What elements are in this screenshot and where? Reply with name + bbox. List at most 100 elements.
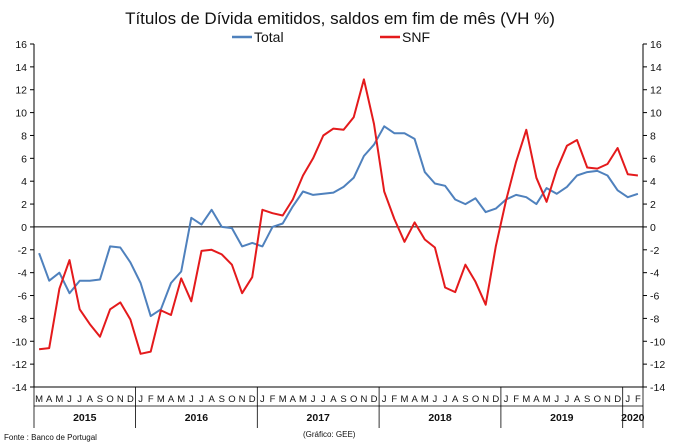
month-label: N [117, 394, 124, 405]
month-label: J [382, 394, 387, 405]
y-tick-label-left: 14 [15, 62, 27, 74]
month-label: A [574, 394, 581, 405]
month-label: J [504, 394, 509, 405]
month-label: D [371, 394, 378, 405]
month-label: A [330, 394, 337, 405]
month-label: O [228, 394, 235, 405]
data-lines [38, 78, 639, 355]
y-tick-label-left: 2 [21, 199, 27, 211]
year-label: 2017 [307, 412, 331, 424]
month-label: S [462, 394, 468, 405]
month-label: M [299, 394, 307, 405]
year-label: 2018 [428, 412, 452, 424]
month-label: J [67, 394, 72, 405]
y-tick-label-left: -8 [18, 313, 27, 325]
y-tick-label-left: 8 [21, 130, 27, 142]
month-label: F [148, 394, 154, 405]
month-label: J [554, 394, 559, 405]
month-label: S [97, 394, 103, 405]
month-label: A [87, 394, 94, 405]
y-tick-label-left: -4 [18, 268, 27, 280]
month-label: O [594, 394, 601, 405]
y-tick-label-right: 10 [650, 108, 662, 120]
legend-label: SNF [402, 29, 430, 45]
month-label: A [208, 394, 215, 405]
month-label: N [360, 394, 367, 405]
month-label: M [35, 394, 43, 405]
month-label: J [321, 394, 326, 405]
month-label: J [625, 394, 630, 405]
y-tick-label-left: 0 [21, 222, 27, 234]
year-label: 2020 [621, 412, 645, 424]
y-tick-label-left: 4 [21, 176, 27, 188]
month-label: D [614, 394, 621, 405]
series-line-total [38, 125, 639, 318]
month-label: J [199, 394, 204, 405]
month-label: D [249, 394, 256, 405]
month-label: M [543, 394, 551, 405]
month-label: A [46, 394, 53, 405]
y-tick-label-left: -12 [12, 359, 27, 371]
legend-label: Total [254, 29, 284, 45]
month-label: M [157, 394, 165, 405]
y-tick-label-right: 16 [650, 39, 662, 51]
chart-title: Títulos de Dívida emitidos, saldos em fi… [125, 9, 555, 28]
y-tick-label-right: 4 [650, 176, 656, 188]
month-label: J [565, 394, 570, 405]
month-label: A [533, 394, 540, 405]
month-label: A [411, 394, 418, 405]
month-label: A [452, 394, 459, 405]
y-tick-label-right: 14 [650, 62, 662, 74]
month-label: M [177, 394, 185, 405]
month-label: M [279, 394, 287, 405]
month-label: O [106, 394, 113, 405]
legend: Total SNF [232, 29, 430, 45]
month-label: A [168, 394, 175, 405]
y-tick-label-right: 2 [650, 199, 656, 211]
month-label: F [391, 394, 397, 405]
year-label: 2019 [550, 412, 574, 424]
month-label: J [77, 394, 82, 405]
month-label: F [270, 394, 276, 405]
axes: -14 -14 -12 -12 -10 -10 -8 -8 -6 -6 -4 -4 -2 -2 0 0 2 2 4 4… [12, 39, 665, 407]
year-label: 2015 [73, 412, 97, 424]
y-tick-label-left: 16 [15, 39, 27, 51]
month-label: M [401, 394, 409, 405]
series-line-snf [38, 78, 639, 355]
month-label: M [421, 394, 429, 405]
y-tick-label-right: -14 [650, 382, 665, 394]
y-tick-label-left: 12 [15, 85, 27, 97]
y-tick-label-right: -6 [650, 291, 659, 303]
month-label: N [239, 394, 246, 405]
source-note: Fonte : Banco de Portugal [4, 433, 97, 442]
month-label: J [433, 394, 438, 405]
month-label: S [584, 394, 590, 405]
month-label: D [127, 394, 134, 405]
y-tick-label-left: -10 [12, 336, 27, 348]
month-label: J [443, 394, 448, 405]
y-tick-label-left: -14 [12, 382, 27, 394]
year-label: 2016 [185, 412, 209, 424]
month-label: N [604, 394, 611, 405]
month-label: F [513, 394, 519, 405]
credit-note: (Gráfico: GEE) [303, 430, 356, 439]
y-tick-label-left: -2 [18, 245, 27, 257]
month-label: J [311, 394, 316, 405]
y-tick-label-right: 6 [650, 153, 656, 165]
month-label: S [340, 394, 346, 405]
month-label: N [482, 394, 489, 405]
month-label: J [189, 394, 194, 405]
month-label: D [492, 394, 499, 405]
y-tick-label-left: -6 [18, 291, 27, 303]
y-tick-label-right: -10 [650, 336, 665, 348]
y-tick-label-right: 8 [650, 130, 656, 142]
month-label: M [55, 394, 63, 405]
month-label: J [260, 394, 265, 405]
month-label: S [219, 394, 225, 405]
y-tick-label-right: 0 [650, 222, 656, 234]
month-label: O [472, 394, 479, 405]
y-tick-label-left: 10 [15, 108, 27, 120]
y-tick-label-left: 6 [21, 153, 27, 165]
